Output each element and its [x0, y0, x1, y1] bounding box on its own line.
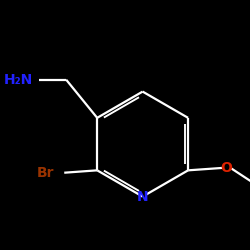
Text: N: N [137, 190, 148, 203]
Text: Br: Br [37, 166, 54, 180]
Text: H₂N: H₂N [4, 73, 33, 87]
Text: O: O [220, 161, 232, 175]
